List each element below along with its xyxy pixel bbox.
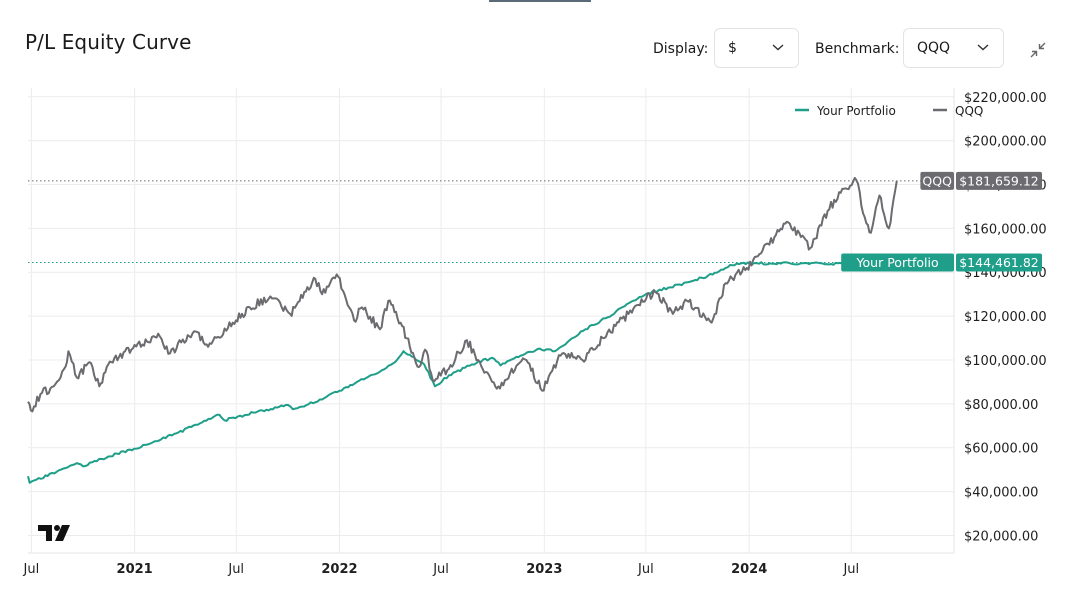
portfolio-name-tag-label: Your Portfolio: [856, 255, 939, 270]
x-tick-label: Jul: [227, 562, 244, 577]
legend-label-portfolio: Your Portfolio: [816, 104, 896, 118]
portfolio-value-tag-label: $144,461.82: [959, 255, 1039, 270]
x-tick-label: 2022: [321, 562, 357, 577]
y-tick-label: $80,000.00: [964, 398, 1038, 413]
benchmark-label: Benchmark:: [815, 41, 900, 57]
display-label: Display:: [653, 41, 709, 57]
tradingview-logo-slash: [55, 525, 70, 541]
x-tick-label: 2024: [731, 562, 767, 577]
display-select-value: $: [728, 40, 737, 56]
x-tick-label: Jul: [432, 562, 449, 577]
x-tick-label: 2021: [117, 562, 153, 577]
x-tick-label: 2023: [526, 562, 562, 577]
benchmark-select-value: QQQ: [917, 40, 951, 56]
y-tick-label: $120,000.00: [964, 310, 1047, 325]
y-tick-label: $160,000.00: [964, 222, 1047, 237]
y-tick-label: $60,000.00: [964, 442, 1038, 457]
collapse-icon[interactable]: [1026, 38, 1050, 62]
benchmark-value-tag: [956, 171, 1042, 190]
portfolio-line: [27, 261, 898, 484]
legend-label-benchmark: QQQ: [955, 104, 983, 118]
chevron-down-icon: [772, 44, 784, 51]
x-tick-label: Jul: [23, 562, 40, 577]
portfolio-name-tag: [841, 253, 954, 272]
page-title: P/L Equity Curve: [25, 30, 192, 54]
y-tick-label: $100,000.00: [964, 354, 1047, 369]
benchmark-select[interactable]: QQQ: [903, 28, 1004, 68]
tradingview-logo: [38, 525, 52, 541]
y-tick-label: $200,000.00: [964, 135, 1047, 150]
y-tick-label: $220,000.00: [964, 91, 1047, 106]
x-tick-label: Jul: [842, 562, 859, 577]
benchmark-name-tag: [920, 171, 954, 190]
top-accent-bar: [489, 0, 591, 2]
x-tick-label: Jul: [637, 562, 654, 577]
benchmark-line: [27, 176, 898, 413]
chevron-down-icon: [977, 44, 989, 51]
display-select[interactable]: $: [714, 28, 799, 68]
benchmark-name-tag-label: QQQ: [922, 173, 952, 188]
portfolio-value-tag: [956, 253, 1042, 272]
benchmark-value-tag-label: $181,659.12: [959, 173, 1039, 188]
y-tick-label: $20,000.00: [964, 529, 1038, 544]
tradingview-logo-dot: [54, 525, 60, 531]
y-tick-label: $40,000.00: [964, 486, 1038, 501]
